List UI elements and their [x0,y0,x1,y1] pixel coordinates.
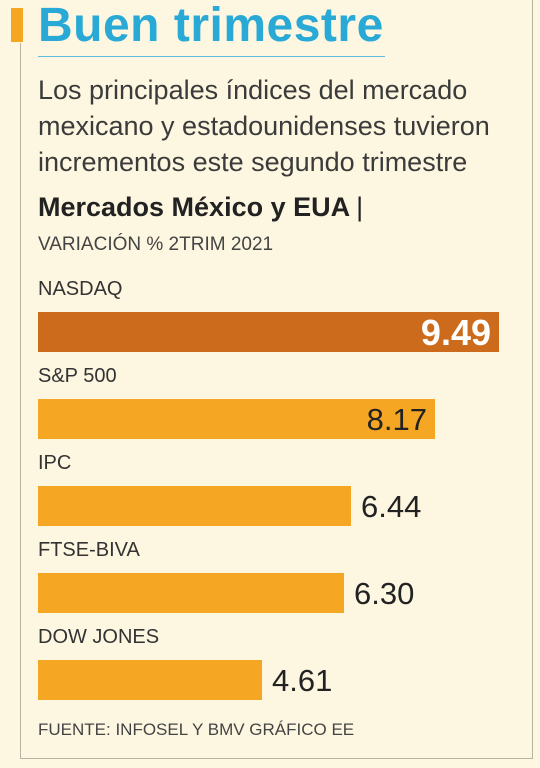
subtitle: Los principales índices del mercado mexi… [38,75,490,177]
value-label: 8.17 [366,402,427,437]
category-label: DOW JONES [38,626,160,648]
chart-title-text: Mercados México y EUA [38,192,351,222]
category-label: FTSE-BIVA [38,539,140,561]
source-credit: FUENTE: INFOSEL Y BMV GRÁFICO EE [38,720,355,739]
bar [38,660,262,700]
chart-title: Mercados México y EUA | [38,192,363,223]
bar [38,312,499,352]
title-underline [38,56,385,57]
frame-left-rule [20,43,21,758]
measure-label: VARIACIÓN % 2TRIM 2021 [38,234,274,255]
category-label: IPC [38,452,72,474]
bar [38,573,344,613]
category-label: S&P 500 [38,365,117,387]
value-label: 6.44 [361,489,422,524]
chart-title-separator: | [356,192,364,222]
value-label: 9.49 [420,312,491,353]
value-label: 4.61 [272,663,333,698]
page-title: Buen trimestre [38,0,384,52]
frame-bottom-rule [20,758,533,759]
title-accent-bar [11,8,23,42]
frame-right-rule [532,0,533,758]
bar [38,399,435,439]
bar [38,486,351,526]
value-label: 6.30 [354,576,415,611]
category-label: NASDAQ [38,278,123,300]
